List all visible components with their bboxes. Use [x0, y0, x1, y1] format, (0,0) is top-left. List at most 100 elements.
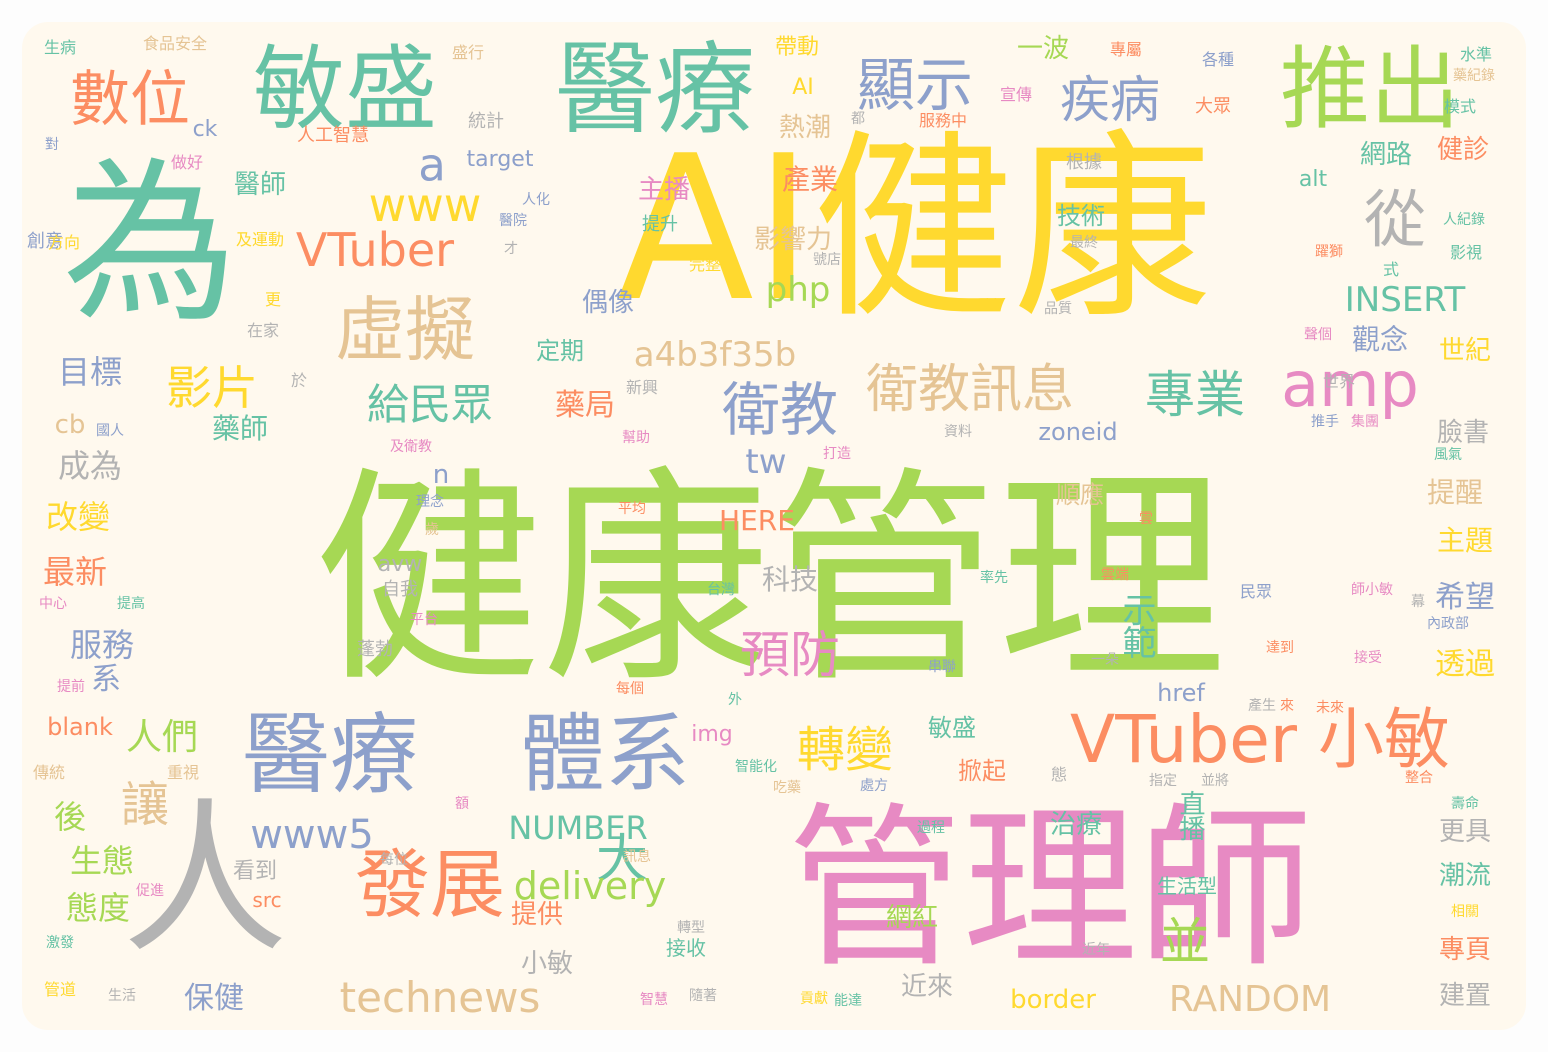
word-cloud-word: 來: [1280, 698, 1294, 714]
word-cloud-word: 整合: [1405, 770, 1433, 786]
word-cloud-word: 近來: [900, 972, 954, 1002]
word-cloud-word: 食品安全: [142, 34, 208, 53]
word-cloud-word: 健康管理: [314, 447, 1226, 713]
word-cloud-word: href: [1157, 679, 1205, 707]
word-cloud-word: 外: [728, 692, 742, 708]
word-cloud-word: 醫師: [233, 170, 287, 200]
word-cloud-word: 衛教: [721, 376, 839, 444]
word-cloud-word: 處方: [860, 778, 888, 794]
word-cloud-word: INSERT: [1344, 280, 1466, 320]
word-cloud-word: 科技: [761, 563, 819, 596]
word-cloud-word: 產業: [781, 163, 839, 196]
word-cloud-word: 貢獻: [800, 991, 828, 1007]
word-cloud-word: 透過: [1435, 647, 1495, 682]
word-cloud-word: 串聯: [928, 659, 956, 675]
word-cloud-word: 一波: [1016, 34, 1070, 64]
word-cloud-word: 完整: [688, 255, 722, 274]
word-cloud-word: VTuber: [295, 223, 455, 277]
word-cloud-word: 隨著: [689, 988, 717, 1004]
word-cloud-word: 人紀錄: [1443, 212, 1485, 228]
word-cloud-word: 專屬: [1109, 40, 1143, 59]
word-cloud-word: 服務: [69, 626, 135, 664]
word-cloud-word: 於: [290, 371, 308, 390]
word-cloud-word: 智能化: [735, 759, 777, 775]
word-cloud-word: 各種: [1201, 50, 1235, 69]
word-cloud-word: 傳統: [32, 763, 66, 782]
word-cloud-word: 雲端: [1101, 567, 1129, 583]
word-cloud-word: 歲: [425, 522, 439, 538]
word-cloud-word: 醫療: [241, 703, 419, 806]
word-cloud-word: 後: [53, 798, 87, 836]
word-cloud-word: NUMBER: [508, 809, 648, 847]
word-cloud-word: 更: [264, 290, 282, 309]
word-cloud-word: 服務中: [918, 111, 968, 130]
word-cloud-word: HERE: [719, 504, 795, 537]
word-cloud-word: 訊息: [623, 849, 651, 865]
word-cloud-word: 改變: [45, 498, 111, 536]
word-cloud-word: RANDOM: [1168, 979, 1332, 1020]
word-cloud-word: 壽命: [1451, 796, 1479, 812]
word-cloud-word: 達到: [1266, 640, 1294, 656]
word-cloud-word: 偶像: [581, 288, 635, 318]
word-cloud-word: 健診: [1436, 135, 1490, 165]
word-cloud-word: 生活: [108, 988, 136, 1004]
word-cloud-word: 相關: [1451, 904, 1479, 920]
word-cloud-word: 網紅: [885, 903, 939, 933]
word-cloud-word: 聲個: [1304, 327, 1332, 343]
word-cloud-word: 都: [851, 111, 865, 127]
word-cloud-word: 能達: [834, 993, 862, 1009]
word-cloud-word: border: [1010, 985, 1096, 1015]
word-cloud-word: 大眾: [1195, 96, 1231, 117]
word-cloud-word: 直播: [1175, 790, 1205, 840]
word-cloud-word: 技術: [1057, 202, 1105, 230]
word-cloud-word: 躍獅: [1315, 244, 1343, 260]
word-cloud-word: 敏盛: [252, 36, 438, 143]
word-cloud-word: 世紀: [1438, 336, 1492, 366]
word-cloud-word: 創意: [27, 231, 63, 252]
word-cloud-word: 激發: [46, 935, 74, 951]
word-cloud-word: 理念: [416, 494, 444, 510]
word-cloud-word: 順應: [1056, 481, 1104, 509]
word-cloud-word: 管道: [43, 980, 77, 999]
word-cloud-word: delivery: [513, 864, 667, 908]
word-cloud-word: 帶動: [774, 35, 820, 60]
word-cloud-word: 大: [595, 830, 649, 890]
word-cloud-word: a4b3f35b: [633, 335, 797, 375]
word-cloud-word: n: [432, 460, 450, 490]
word-cloud-word: 態: [1050, 765, 1068, 784]
word-cloud-word: 過程: [917, 820, 945, 836]
word-cloud-word: avw: [377, 552, 423, 577]
word-cloud-word: 新興: [625, 378, 659, 397]
word-cloud-word: 態度: [65, 889, 131, 927]
word-cloud-word: 人們: [125, 717, 199, 758]
word-cloud-word: 成為: [57, 447, 123, 485]
word-cloud-word: AI: [792, 75, 814, 100]
word-cloud-word: 對: [45, 137, 59, 153]
word-cloud-word: 臉書: [1436, 418, 1490, 448]
word-cloud-word: img: [691, 722, 733, 747]
word-cloud-word: 提升: [642, 214, 678, 235]
word-cloud-word: 在家: [246, 321, 280, 340]
word-cloud-word: 平均: [618, 501, 646, 517]
word-cloud-word: 體系: [519, 705, 691, 805]
word-cloud-word: 內政部: [1427, 616, 1469, 632]
word-cloud-word: 推出: [1280, 37, 1460, 142]
word-cloud-word: 品質: [1044, 301, 1072, 317]
word-cloud-word: 率先: [980, 570, 1008, 586]
word-cloud-word: 顯示: [856, 51, 974, 119]
word-cloud-word: 希望: [1435, 580, 1495, 615]
word-cloud-word: 人: [122, 783, 288, 976]
word-cloud-word: 敏盛: [928, 714, 976, 742]
word-cloud-word: 台灣: [707, 582, 735, 598]
word-cloud-word: 產生: [1248, 698, 1276, 714]
word-cloud-word: 人化: [522, 192, 550, 208]
word-cloud-word: 人工智慧: [297, 125, 369, 146]
word-cloud-word: 中心: [39, 596, 67, 612]
word-cloud-word: 號店: [813, 252, 841, 268]
word-cloud-word: ck: [192, 117, 218, 142]
word-cloud-word: 盛行: [451, 43, 485, 62]
word-cloud-word: 方向: [47, 233, 81, 252]
word-cloud-word: 接收: [666, 936, 706, 960]
word-cloud-word: 吃藥: [773, 780, 801, 796]
word-cloud-word: 建置: [1438, 981, 1492, 1011]
